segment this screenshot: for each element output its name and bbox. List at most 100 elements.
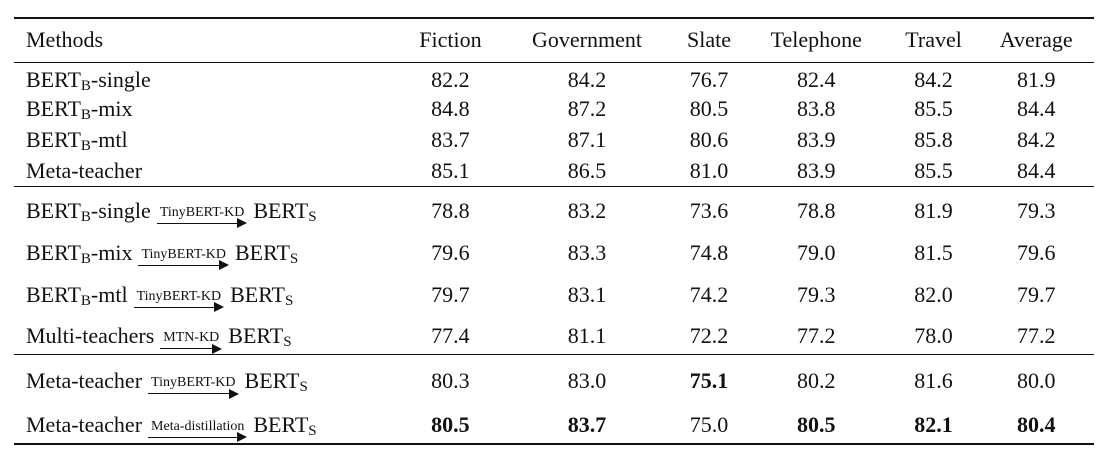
value-cell: 83.9 <box>744 124 889 155</box>
cell-value: 81.0 <box>689 157 729 183</box>
distill-arrow: TinyBERT-KD <box>138 246 229 271</box>
value-cell: 84.2 <box>889 62 979 93</box>
cell-value: 83.9 <box>797 126 836 152</box>
value-cell: 82.0 <box>889 271 979 313</box>
header-row: Methods Fiction Government Slate Telephone Tr… <box>14 18 1094 62</box>
arrow-line <box>156 222 246 224</box>
arrow-label: TinyBERT-KD <box>159 204 245 220</box>
cell-value: 80.3 <box>431 368 470 394</box>
value-cell: 85.5 <box>889 156 979 187</box>
method-cell: BERTB-single TinyBERT-KD BERTS <box>14 187 401 229</box>
method-cell: BERTB-mtl TinyBERT-KD BERTS <box>14 271 401 313</box>
distill-arrow: TinyBERT-KD <box>148 376 239 399</box>
value-cell: 84.4 <box>978 156 1094 187</box>
value-cell: 75.0 <box>674 399 744 444</box>
method-text: -mtl <box>90 281 128 307</box>
cell-value: 79.3 <box>797 281 836 307</box>
arrow-line <box>148 393 237 395</box>
method-subscript: B <box>80 137 91 154</box>
table-row: Meta-teacher Meta-distillation BERTS 80.5 83… <box>14 399 1094 444</box>
value-cell: 80.3 <box>401 355 500 400</box>
value-cell: 86.5 <box>500 156 674 187</box>
cell-value: 73.6 <box>689 197 729 223</box>
column-header: Travel <box>905 27 962 53</box>
cell-value: 84.4 <box>1016 95 1056 121</box>
value-cell: 84.2 <box>500 62 674 93</box>
arrow-line <box>133 306 223 308</box>
distill-arrow: Meta-distillation <box>148 419 248 443</box>
method-text: Multi-teachers <box>26 323 155 349</box>
cell-value: 84.2 <box>1016 126 1056 152</box>
cell-value: 83.7 <box>431 126 470 152</box>
value-cell: 83.0 <box>500 355 674 400</box>
cell-value: 81.1 <box>567 323 607 349</box>
table-row: BERTB-single TinyBERT-KD BERTS 78.8 83.2 73.6… <box>14 187 1094 229</box>
value-cell: 83.1 <box>500 271 674 313</box>
table-row: BERTB-mtl TinyBERT-KD BERTS 79.7 83.1 74.2 79.… <box>14 271 1094 313</box>
arrow-label: MTN-KD <box>163 330 220 346</box>
cell-value: 83.0 <box>567 368 607 394</box>
value-cell: 83.7 <box>500 399 674 444</box>
distill-arrow: TinyBERT-KD <box>133 289 225 313</box>
distill-arrow: MTN-KD <box>160 330 223 354</box>
value-cell: 78.0 <box>889 313 979 355</box>
value-cell: 81.5 <box>889 229 979 271</box>
cell-value: 84.2 <box>914 66 953 92</box>
value-cell: 79.0 <box>744 229 889 271</box>
method-text: BERT <box>253 197 309 223</box>
value-cell: 80.5 <box>674 93 744 124</box>
method-subscript: S <box>289 250 299 267</box>
value-cell: 72.2 <box>674 313 744 355</box>
cell-value: 84.8 <box>431 95 470 121</box>
method-text: -mix <box>90 239 133 265</box>
cell-value: 77.2 <box>1016 323 1056 349</box>
method-cell: Meta-teacher TinyBERT-KD BERTS <box>14 355 401 400</box>
cell-value: 81.9 <box>914 197 953 223</box>
value-cell: 79.3 <box>744 271 889 313</box>
table-row: BERTB-mtl 83.7 87.1 80.6 83.9 85.8 84.2 <box>14 124 1094 155</box>
cell-value: 82.2 <box>431 66 470 92</box>
cell-value: 74.8 <box>689 239 729 265</box>
value-cell: 80.4 <box>978 399 1094 444</box>
method-subscript: B <box>80 250 91 267</box>
table-section: BERTB-single 82.2 84.2 76.7 82.4 84.2 81.9 BERT… <box>14 62 1094 187</box>
cell-value: 79.7 <box>431 281 470 307</box>
value-cell: 83.2 <box>500 187 674 229</box>
value-cell: 79.7 <box>401 271 500 313</box>
value-cell: 84.2 <box>978 124 1094 155</box>
cell-value: 79.3 <box>1016 197 1056 223</box>
value-cell: 78.8 <box>744 187 889 229</box>
value-cell: 83.7 <box>401 124 500 155</box>
value-cell: 80.5 <box>401 399 500 444</box>
arrow-head <box>212 343 223 354</box>
value-cell: 85.5 <box>889 93 979 124</box>
method-cell: BERTB-mix <box>14 93 401 124</box>
table-row: Multi-teachers MTN-KD BERTS 77.4 81.1 72.2 77.… <box>14 313 1094 355</box>
method-text: BERT <box>26 281 81 307</box>
value-cell: 84.4 <box>978 93 1094 124</box>
value-cell: 74.2 <box>674 271 744 313</box>
cell-value: 83.2 <box>567 197 607 223</box>
value-cell: 82.2 <box>401 62 500 93</box>
method-subscript: B <box>80 208 91 225</box>
method-text: BERT <box>228 323 284 349</box>
value-cell: 81.9 <box>889 187 979 229</box>
cell-value: 85.8 <box>914 126 953 152</box>
column-header: Government <box>532 27 642 53</box>
cell-value: 82.1 <box>914 411 953 437</box>
value-cell: 80.5 <box>744 399 889 444</box>
method-text: Meta-teacher <box>26 411 143 437</box>
cell-value: 83.7 <box>567 411 607 437</box>
method-text: -mix <box>90 95 133 121</box>
method-cell: Meta-teacher <box>14 156 401 187</box>
cell-value: 82.4 <box>797 66 836 92</box>
method-cell: BERTB-mtl <box>14 124 401 155</box>
arrow-label: TinyBERT-KD <box>141 246 226 262</box>
method-text: BERT <box>253 411 309 437</box>
method-cell: BERTB-single <box>14 62 401 94</box>
cell-value: 77.4 <box>431 323 470 349</box>
value-cell: 80.0 <box>978 355 1094 400</box>
cell-value: 78.8 <box>797 197 836 223</box>
cell-value: 87.2 <box>567 95 607 121</box>
